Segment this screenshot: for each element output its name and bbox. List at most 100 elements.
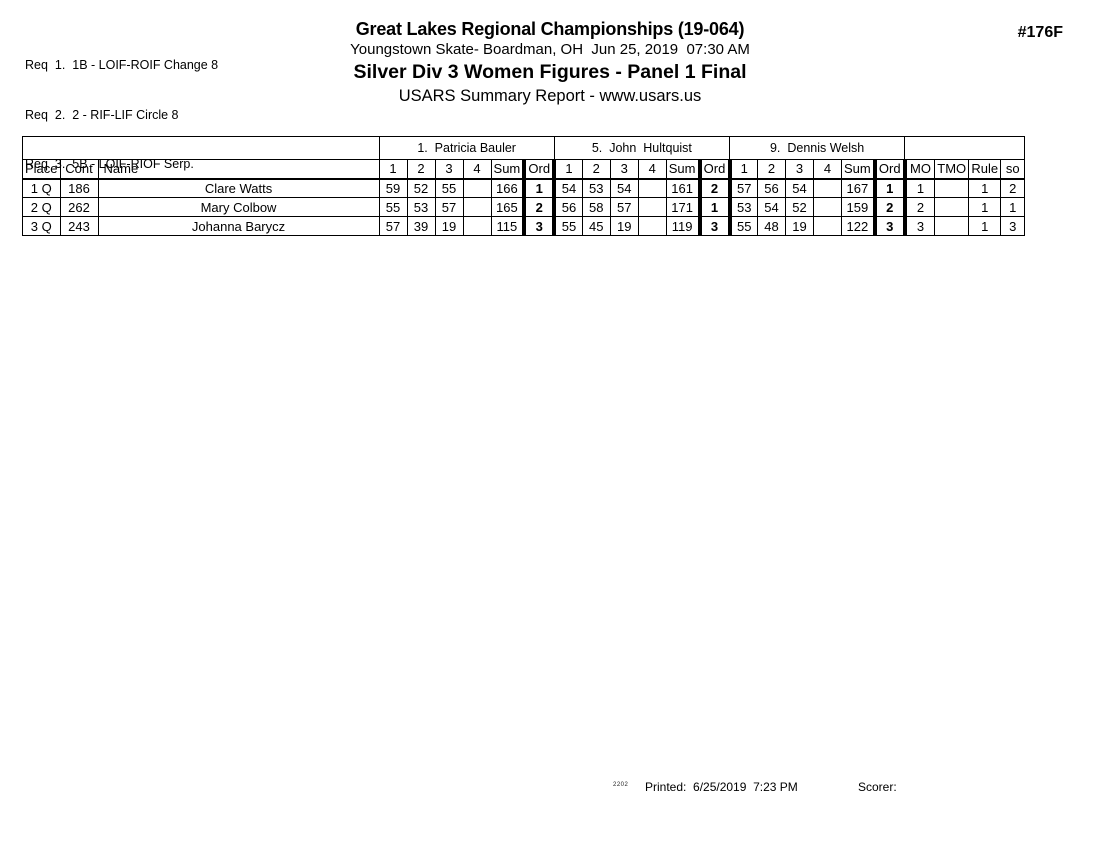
so-cell: 2 [1000,178,1026,198]
score-cell: 57 [434,197,464,217]
judge-1-name: 1. Patricia Bauler [378,136,555,160]
score-cell: 58 [581,197,611,217]
report-header: Great Lakes Regional Championships (19-0… [0,18,1100,107]
j3-col-1-header: 1 [729,159,758,180]
cont-cell: 186 [59,178,99,198]
rule-cell: 1 [968,197,1002,217]
score-cell: 19 [434,216,464,236]
j1-col-4-header: 4 [462,159,492,180]
sum-cell: 171 [665,197,701,217]
ord-cell: 3 [697,216,732,236]
place-cell: 1 Q [22,178,61,198]
printed-timestamp: Printed: 6/25/2019 7:23 PM [645,780,798,794]
name-column-header: Name [97,159,380,180]
score-cell: 52 [785,197,814,217]
score-cell [813,197,842,217]
j3-ord-header: Ord [872,159,907,180]
judge-header-row: 1. Patricia Bauler 5. John Hultquist 9. … [22,136,1026,160]
score-cell: 53 [581,178,611,198]
judge-row-spacer-right [904,136,1026,160]
score-cell: 54 [609,178,639,198]
score-cell: 45 [581,216,611,236]
j1-sum-header: Sum [490,159,525,180]
score-cell: 56 [553,197,583,217]
j2-ord-header: Ord [697,159,732,180]
score-cell [637,178,667,198]
score-cell [637,197,667,217]
score-cell: 53 [406,197,436,217]
score-cell: 55 [378,197,408,217]
event-title: Great Lakes Regional Championships (19-0… [355,19,745,39]
score-cell: 56 [757,178,786,198]
place-cell: 2 Q [22,197,61,217]
requirement-line-2: Req 2. 2 - RIF-LIF Circle 8 [25,107,179,122]
judge-3-name: 9. Dennis Welsh [728,136,906,160]
judge-2-name: 5. John Hultquist [553,136,731,160]
score-cell: 52 [406,178,436,198]
score-cell: 19 [609,216,639,236]
ord-cell: 2 [522,197,557,217]
tmo-cell [934,178,970,198]
sum-cell: 165 [490,197,525,217]
score-cell [813,178,842,198]
j1-col-3-header: 3 [434,159,464,180]
results-table: 1. Patricia Bauler 5. John Hultquist 9. … [22,136,1026,236]
score-cell: 54 [757,197,786,217]
j1-ord-header: Ord [522,159,557,180]
score-cell: 57 [609,197,639,217]
j2-sum-header: Sum [665,159,701,180]
scorer-label: Scorer: [858,780,897,794]
j2-col-1-header: 1 [553,159,583,180]
j3-sum-header: Sum [840,159,876,180]
score-cell [813,216,842,236]
score-cell: 59 [378,178,408,198]
score-cell: 55 [553,216,583,236]
sum-cell: 115 [490,216,525,236]
mo-cell: 1 [904,178,936,198]
score-cell: 48 [757,216,786,236]
version-mark: 2202 [613,782,629,788]
ord-cell: 1 [522,178,557,198]
sum-cell: 159 [840,197,876,217]
sum-cell: 167 [840,178,876,198]
tmo-column-header: TMO [934,159,970,180]
ord-cell: 1 [697,197,732,217]
score-cell: 57 [378,216,408,236]
score-cell: 55 [729,216,758,236]
score-cell [637,216,667,236]
cont-cell: 243 [59,216,99,236]
score-cell: 55 [434,178,464,198]
ord-cell: 3 [872,216,907,236]
judge-row-spacer-left [22,136,380,160]
mo-column-header: MO [904,159,936,180]
table-row: 3 Q 243 Johanna Barycz 57 39 19 115 3 55… [22,216,1026,236]
requirement-line-1: Req 1. 1B - LOIF-ROIF Change 8 [25,58,219,72]
j2-col-3-header: 3 [609,159,639,180]
j3-col-2-header: 2 [757,159,786,180]
score-cell: 57 [729,178,758,198]
ord-cell: 2 [872,197,907,217]
so-cell: 1 [1000,197,1026,217]
sum-cell: 161 [665,178,701,198]
j1-col-2-header: 2 [406,159,436,180]
j2-col-4-header: 4 [637,159,667,180]
score-cell: 39 [406,216,436,236]
sum-cell: 119 [665,216,701,236]
column-header-row: Place Cont Name 1 2 3 4 Sum Ord 1 2 3 4 … [22,159,1026,180]
so-cell: 3 [1000,216,1026,236]
division-title: Silver Div 3 Women Figures - Panel 1 Fin… [353,61,747,83]
mo-cell: 2 [904,197,936,217]
sum-cell: 166 [490,178,525,198]
score-cell: 54 [785,178,814,198]
so-column-header: so [1000,159,1026,180]
table-row: 2 Q 262 Mary Colbow 55 53 57 165 2 56 58… [22,197,1026,217]
j1-col-1-header: 1 [378,159,408,180]
score-cell: 54 [553,178,583,198]
sum-cell: 122 [840,216,876,236]
score-cell: 19 [785,216,814,236]
tmo-cell [934,216,970,236]
score-cell: 53 [729,197,758,217]
score-cell [462,216,492,236]
ord-cell: 2 [697,178,732,198]
